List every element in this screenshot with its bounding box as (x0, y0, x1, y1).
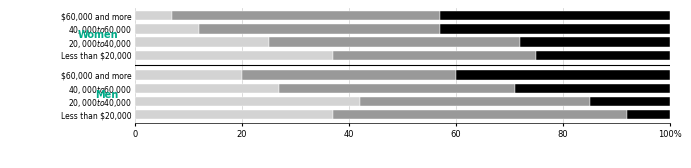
Bar (440, 24, 670, 34)
Text: Women: Women (78, 30, 119, 40)
Bar (359, 97, 590, 106)
Bar (135, 11, 172, 20)
Bar (627, 110, 670, 119)
Bar (333, 110, 627, 119)
Text: Men: Men (95, 90, 119, 100)
Bar (333, 51, 536, 60)
Bar (135, 24, 199, 34)
Bar (440, 11, 670, 20)
Bar (172, 11, 440, 20)
Bar (590, 97, 670, 106)
Bar (279, 83, 515, 93)
Bar (199, 24, 440, 34)
Bar (135, 37, 269, 47)
Bar (515, 83, 670, 93)
Bar (536, 51, 670, 60)
Bar (456, 70, 670, 80)
Bar (520, 37, 670, 47)
Bar (269, 37, 520, 47)
Bar (135, 51, 333, 60)
Bar (135, 97, 359, 106)
Bar (242, 70, 456, 80)
Bar (135, 70, 242, 80)
Bar (135, 110, 333, 119)
Bar (135, 83, 279, 93)
